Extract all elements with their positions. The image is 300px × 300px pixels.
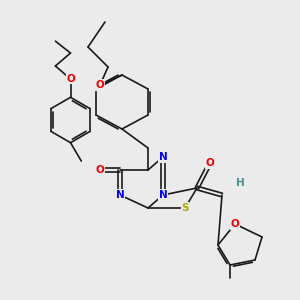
Text: O: O bbox=[96, 165, 104, 175]
Text: O: O bbox=[206, 158, 214, 168]
Text: N: N bbox=[159, 152, 167, 162]
Text: O: O bbox=[66, 74, 75, 84]
Text: N: N bbox=[159, 190, 167, 200]
Text: O: O bbox=[231, 219, 239, 229]
Text: S: S bbox=[181, 203, 189, 213]
Text: O: O bbox=[96, 80, 104, 90]
Text: H: H bbox=[236, 178, 244, 188]
Text: N: N bbox=[116, 190, 124, 200]
